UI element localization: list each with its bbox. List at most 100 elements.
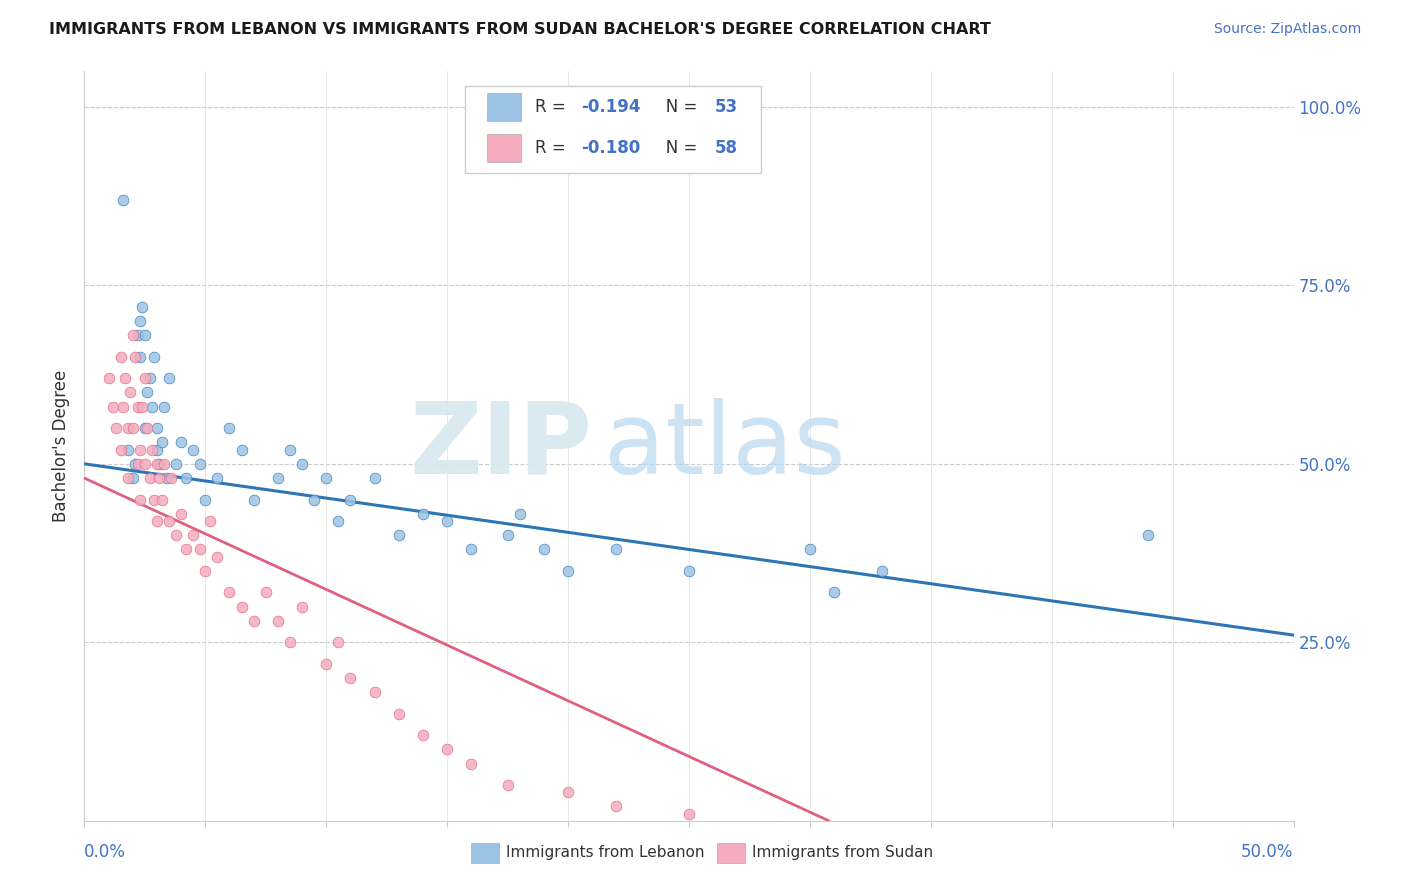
Point [124, 350, 146, 364]
Point [129, 442, 152, 457]
Point [291, 599, 314, 614]
Point [198, 514, 221, 528]
Bar [486, 93, 520, 120]
Point [460, 542, 482, 557]
Point [97, 371, 120, 385]
Point [218, 421, 240, 435]
Point [110, 442, 132, 457]
Point [134, 371, 156, 385]
Point [207, 549, 229, 564]
Point [120, 385, 142, 400]
Point [339, 671, 361, 685]
Point [141, 442, 163, 457]
Point [141, 400, 163, 414]
Point [148, 471, 170, 485]
Text: N =: N = [650, 98, 703, 116]
Text: 50.0%: 50.0% [1241, 843, 1294, 861]
Point [181, 528, 204, 542]
Point [557, 564, 579, 578]
Point [143, 350, 166, 364]
Point [328, 635, 350, 649]
Point [170, 435, 193, 450]
Point [131, 300, 153, 314]
Point [129, 492, 152, 507]
Point [117, 421, 139, 435]
FancyBboxPatch shape [717, 843, 745, 863]
Point [117, 442, 139, 457]
Text: -0.180: -0.180 [581, 139, 641, 157]
Point [127, 400, 149, 414]
Point [388, 706, 411, 721]
Point [363, 471, 385, 485]
Point [291, 457, 314, 471]
Point [112, 400, 135, 414]
Point [134, 421, 156, 435]
Point [165, 457, 187, 471]
Point [328, 514, 350, 528]
Point [799, 542, 821, 557]
Point [278, 635, 301, 649]
Point [165, 528, 187, 542]
Point [1137, 528, 1160, 542]
Point [103, 400, 125, 414]
Text: Source: ZipAtlas.com: Source: ZipAtlas.com [1213, 22, 1361, 37]
Point [605, 542, 627, 557]
Point [124, 457, 146, 471]
Point [254, 585, 277, 599]
Point [412, 728, 434, 742]
Point [194, 564, 217, 578]
Point [157, 371, 180, 385]
Text: ZIP: ZIP [409, 398, 592, 494]
Point [136, 421, 159, 435]
Point [242, 614, 264, 628]
Text: atlas: atlas [605, 398, 846, 494]
Point [136, 385, 159, 400]
Point [605, 799, 627, 814]
Text: IMMIGRANTS FROM LEBANON VS IMMIGRANTS FROM SUDAN BACHELOR'S DEGREE CORRELATION C: IMMIGRANTS FROM LEBANON VS IMMIGRANTS FR… [49, 22, 991, 37]
Text: R =: R = [536, 98, 571, 116]
Point [127, 457, 149, 471]
Point [138, 471, 160, 485]
Point [157, 514, 180, 528]
Point [678, 806, 700, 821]
Bar [486, 134, 520, 162]
Text: Immigrants from Lebanon: Immigrants from Lebanon [506, 846, 704, 860]
Point [267, 471, 290, 485]
Point [315, 657, 337, 671]
Bar [465, 87, 762, 172]
Point [110, 350, 132, 364]
Point [134, 457, 156, 471]
Point [496, 778, 519, 792]
Point [143, 492, 166, 507]
Point [134, 328, 156, 343]
Point [174, 471, 197, 485]
Point [150, 492, 173, 507]
Point [678, 564, 700, 578]
Point [160, 471, 183, 485]
Point [114, 371, 136, 385]
Point [121, 328, 143, 343]
Point [127, 328, 149, 343]
Point [315, 471, 337, 485]
Point [190, 542, 212, 557]
Point [155, 471, 177, 485]
Point [242, 492, 264, 507]
Text: Immigrants from Sudan: Immigrants from Sudan [752, 846, 934, 860]
Point [148, 457, 170, 471]
Point [207, 471, 229, 485]
Point [146, 421, 169, 435]
Point [112, 193, 135, 207]
Point [190, 457, 212, 471]
Point [339, 492, 361, 507]
Text: -0.194: -0.194 [581, 98, 641, 116]
Point [460, 756, 482, 771]
Point [231, 442, 253, 457]
Point [170, 507, 193, 521]
Point [121, 471, 143, 485]
Point [153, 457, 176, 471]
Point [363, 685, 385, 699]
Point [129, 314, 152, 328]
Point [302, 492, 325, 507]
Text: 58: 58 [714, 139, 737, 157]
Y-axis label: Bachelor's Degree: Bachelor's Degree [52, 370, 70, 522]
